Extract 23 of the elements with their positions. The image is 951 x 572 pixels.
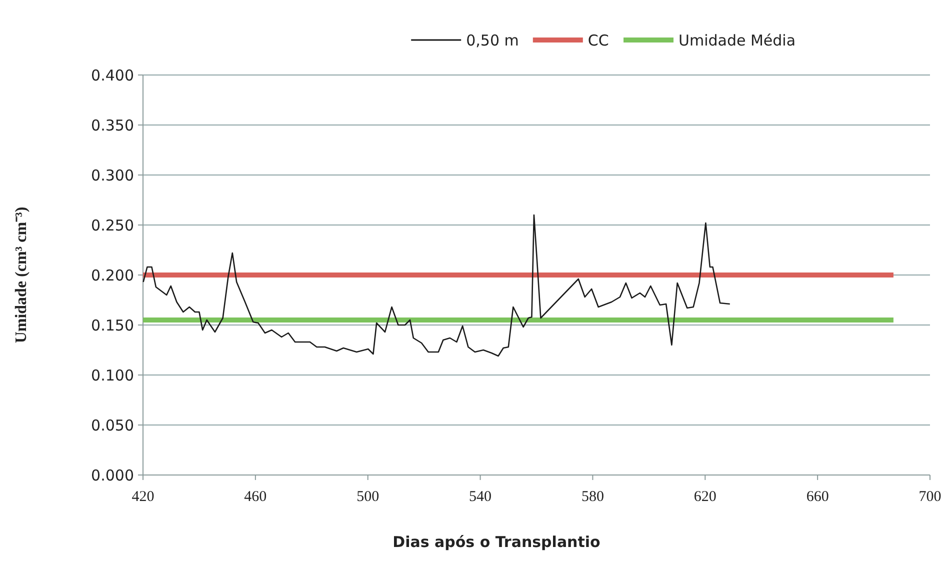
x-tick-label: 540 bbox=[469, 489, 492, 505]
y-tick-label: 0.150 bbox=[91, 316, 134, 334]
y-tick-label: 0.250 bbox=[91, 216, 134, 234]
x-tick-label: 660 bbox=[806, 489, 829, 505]
y-tick-label: 0.350 bbox=[91, 116, 134, 134]
x-tick-label: 580 bbox=[581, 489, 604, 505]
x-axis-title: Dias após o Transplantio bbox=[392, 533, 600, 551]
line-series bbox=[142, 214, 731, 357]
x-tick-label: 700 bbox=[918, 489, 942, 505]
y-tick-label: 0.050 bbox=[91, 416, 134, 434]
y-tick-label: 0.100 bbox=[91, 366, 134, 384]
x-tick-label: 460 bbox=[244, 489, 267, 505]
y-tick-label: 0.000 bbox=[91, 466, 134, 484]
x-tick-label: 420 bbox=[132, 489, 154, 505]
y-tick-label: 0.200 bbox=[91, 266, 134, 284]
y-tick-label: 0.300 bbox=[91, 166, 134, 184]
y-tick-label: 0.400 bbox=[91, 66, 134, 84]
legend-label: Umidade Média bbox=[678, 31, 796, 50]
legend-label: 0,50 m bbox=[466, 31, 519, 50]
x-tick-label: 500 bbox=[356, 489, 380, 505]
legend-label: CC bbox=[588, 31, 609, 50]
x-tick-label: 620 bbox=[694, 489, 716, 505]
y-axis-title: Umidade (cm³ cm⁻³) bbox=[13, 206, 30, 344]
